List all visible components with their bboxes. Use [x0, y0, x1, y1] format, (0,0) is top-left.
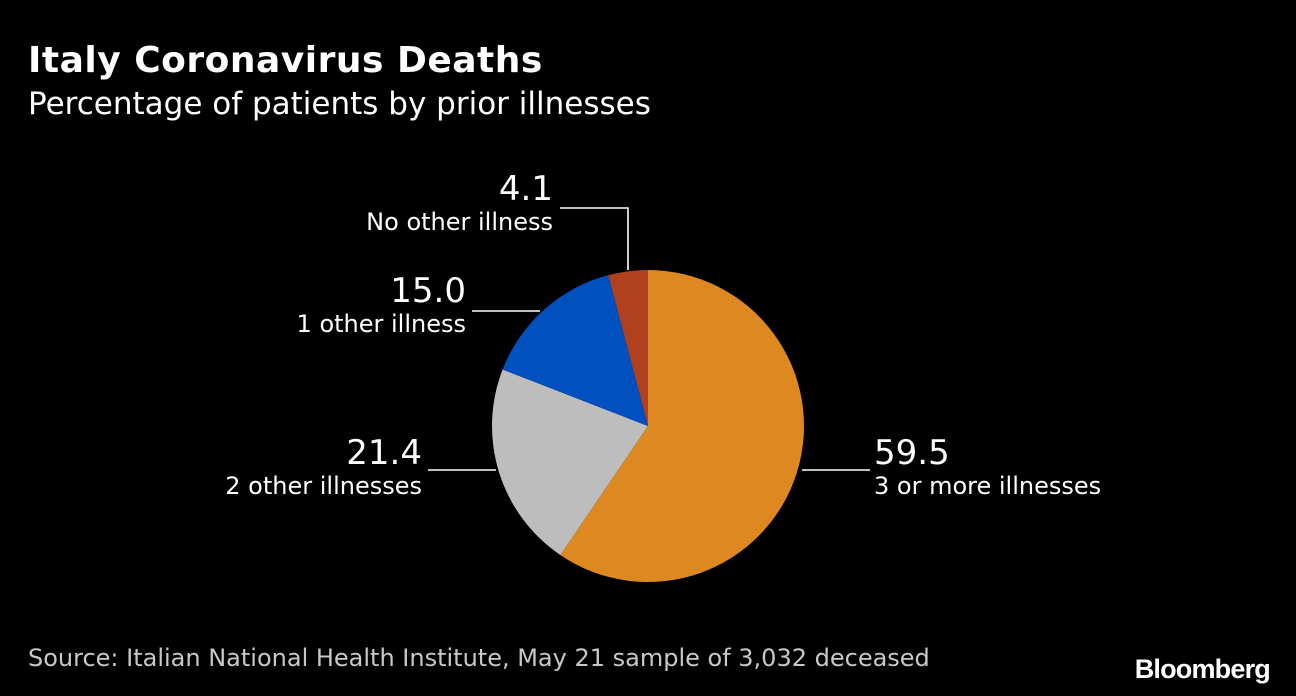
pie-slice: [492, 369, 648, 556]
pie-slices: [492, 270, 805, 582]
slice-value-label: 21.4: [346, 433, 422, 473]
source-note: Source: Italian National Health Institut…: [28, 644, 930, 672]
leader-lines: [428, 207, 870, 471]
chart-subtitle: Percentage of patients by prior illnesse…: [28, 86, 651, 122]
slice-labels: 59.53 or more illnesses 21.42 other illne…: [225, 169, 1101, 500]
slice-category-label: 1 other illness: [297, 310, 466, 338]
leader-line: [560, 207, 629, 270]
slice-category-label: No other illness: [366, 208, 553, 236]
slice-value-label: 15.0: [390, 271, 466, 311]
bloomberg-logo: Bloomberg: [1134, 654, 1271, 684]
slice-category-label: 3 or more illnesses: [874, 472, 1101, 500]
pie-slice: [560, 270, 805, 582]
pie-slice: [502, 275, 648, 426]
pie-slice: [608, 270, 648, 426]
chart-title: Italy Coronavirus Deaths: [28, 40, 543, 81]
slice-value-label: 59.5: [874, 433, 950, 473]
slice-value-label: 4.1: [499, 169, 553, 209]
slice-category-label: 2 other illnesses: [225, 472, 422, 500]
